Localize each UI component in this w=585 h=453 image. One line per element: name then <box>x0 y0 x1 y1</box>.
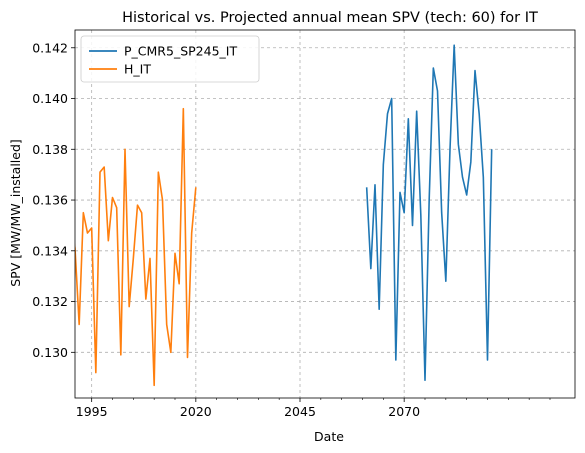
plot-frame <box>74 29 576 399</box>
legend: P_CMR5_SP245_IT H_IT <box>80 35 260 83</box>
y-tick-label: 0.132 <box>32 294 68 309</box>
x-tick-label: 1995 <box>76 404 108 419</box>
legend-box <box>80 35 260 83</box>
y-tick-label: 0.130 <box>32 345 68 360</box>
x-axis: 1995 2020 2045 2070 <box>76 398 551 419</box>
y-axis: 0.130 0.132 0.134 0.136 0.138 0.140 0.142 <box>32 40 75 360</box>
series-line-2 <box>75 107 197 387</box>
x-tick-label: 2045 <box>284 404 316 419</box>
legend-label: P_CMR5_SP245_IT <box>124 44 237 59</box>
y-tick-label: 0.138 <box>32 142 68 157</box>
y-axis-label: SPV [MW/MW_installed] <box>8 139 23 287</box>
x-axis-label: Date <box>314 429 344 444</box>
y-tick-label: 0.140 <box>32 91 68 106</box>
series-line-1 <box>365 44 493 382</box>
y-tick-label: 0.134 <box>32 243 68 258</box>
plot-area: 1995 2020 2045 2070 0.1300.1320.1340.1360.1… <box>32 29 576 419</box>
chart-title: Historical vs. Projected annual mean SPV… <box>122 10 538 26</box>
x-tick-label: 2020 <box>180 404 212 419</box>
x-tick-label: 2070 <box>388 404 420 419</box>
grid-lines <box>75 30 575 398</box>
series-layer <box>75 44 493 387</box>
y-tick-label: 0.136 <box>32 193 68 208</box>
y-tick-label: 0.142 <box>32 40 68 55</box>
legend-label: H_IT <box>124 62 151 77</box>
